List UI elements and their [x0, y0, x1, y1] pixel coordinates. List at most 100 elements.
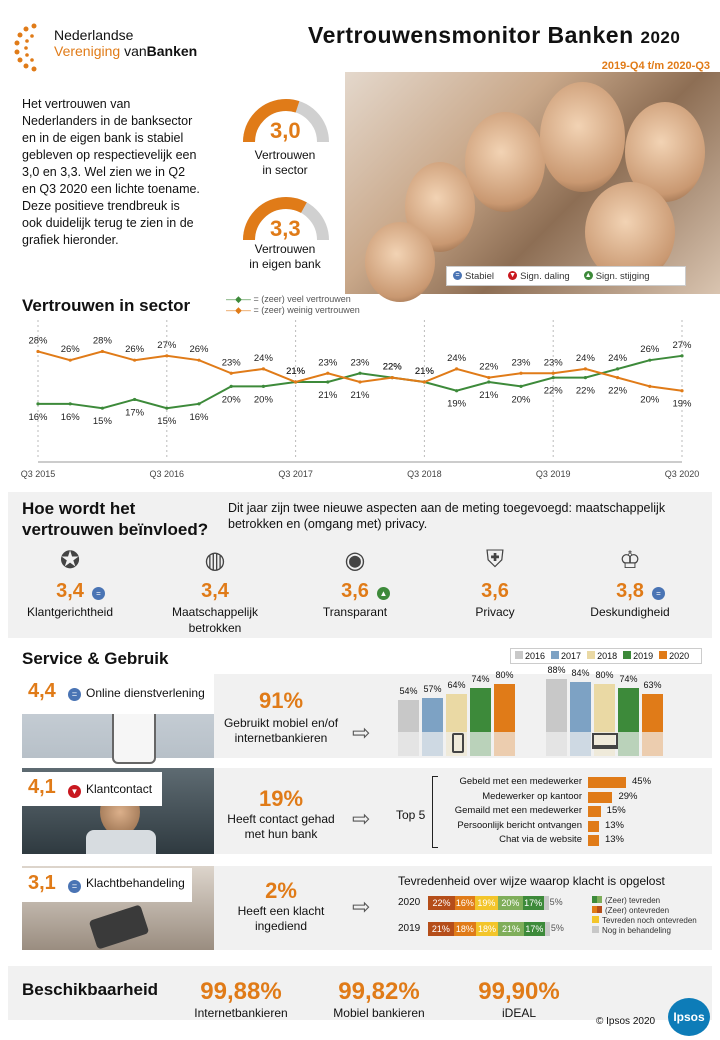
year-legend-2020: 2020 [659, 651, 689, 661]
data-point [680, 389, 684, 393]
bar-label: 63% [643, 680, 662, 691]
legend-up: ▲ Sign. stijging [583, 270, 650, 282]
data-point [551, 371, 555, 375]
data-point [36, 349, 40, 354]
stable-icon: = [68, 688, 81, 701]
online-score: 4,4 [28, 680, 56, 702]
complaint-desc: Heeft een klacht ingediend [237, 904, 325, 933]
data-point [68, 358, 72, 362]
x-tick-label: Q3 2019 [536, 469, 571, 479]
year-legend-2017: 2017 [551, 651, 581, 661]
complaint-segment: 18% [453, 922, 476, 936]
data-label: 27% [672, 340, 692, 351]
influence-label-1: Maatschappelijk betrokken [171, 605, 259, 635]
stable-icon: = [652, 587, 665, 600]
bar-internet-3 [618, 687, 639, 732]
bar-reflection [494, 732, 515, 756]
bar-mobile-4 [494, 684, 515, 732]
data-point [616, 367, 620, 371]
data-label: 21% [286, 366, 306, 377]
data-label: 22% [383, 362, 403, 373]
influence-score-2: 3,6 [341, 580, 369, 602]
influence-score-3: 3,6 [481, 580, 509, 602]
data-label: 21% [350, 390, 370, 401]
availability-title: Beschikbaarheid [22, 980, 159, 999]
data-point [100, 406, 104, 410]
contact-item-bar [588, 820, 599, 832]
influence-label-4: Deskundigheid [590, 605, 670, 619]
bar-label: 84% [571, 667, 590, 678]
data-point [197, 402, 201, 406]
influence-note: Dit jaar zijn twee nieuwe aspecten aan d… [228, 501, 666, 531]
year-legend: 2016 2017 2018 2019 2020 [510, 648, 702, 664]
chart-title: Vertrouwen in sector [22, 296, 191, 315]
data-point [261, 384, 265, 388]
year-legend-2019: 2019 [623, 651, 653, 661]
data-label: 21% [415, 366, 435, 377]
bar-label: 74% [619, 673, 638, 684]
x-tick-label: Q3 2017 [278, 469, 313, 479]
data-point [455, 389, 459, 393]
complaint-score: 3,1 [28, 872, 56, 894]
org-line-2c: Banken [146, 43, 198, 59]
contact-item-value: 13% [604, 834, 624, 845]
data-label: 15% [93, 416, 113, 427]
contact-item-value: 29% [618, 790, 638, 802]
data-point [455, 367, 459, 371]
data-label: 23% [318, 357, 338, 368]
availability-panel [8, 966, 712, 1020]
legend-down: ▼ Sign. daling [508, 270, 570, 282]
data-point [487, 376, 491, 380]
year-legend-2016: 2016 [515, 651, 545, 661]
bar-label: 74% [471, 673, 490, 684]
data-point [648, 358, 652, 362]
data-label: 26% [189, 344, 209, 355]
data-label: 21% [318, 390, 338, 401]
data-label: 22% [383, 362, 403, 373]
data-point [229, 371, 233, 375]
stable-icon: = [453, 271, 462, 281]
people-photo [345, 72, 720, 302]
user-star-icon: ✪ [59, 547, 81, 574]
data-label: 28% [28, 335, 48, 346]
complaint-label: Klachtbehandeling [86, 876, 185, 890]
x-tick-label: Q3 2016 [150, 469, 185, 479]
x-tick-label: Q3 2015 [21, 469, 56, 479]
complaint-segment: 21% [498, 922, 524, 936]
data-label: 23% [511, 357, 531, 368]
data-label: 17% [125, 407, 145, 418]
top5-bracket [432, 776, 438, 848]
contact-item-bar [588, 806, 601, 817]
period-label: 2019-Q4 t/m 2020-Q3 [601, 60, 710, 72]
shield-icon: ⛨ [486, 546, 504, 573]
data-point [326, 371, 330, 375]
bar-label: 57% [423, 683, 442, 694]
bar-label: 54% [399, 685, 418, 696]
mobile-phone-icon [452, 733, 464, 753]
arrow-up-icon: ▲ [377, 587, 390, 600]
data-label: 28% [93, 335, 113, 346]
data-label: 24% [608, 353, 628, 364]
complaint-segment-rest [543, 896, 549, 910]
data-label: 21% [286, 366, 306, 377]
complaint-segment: 16% [455, 896, 475, 910]
data-point [551, 376, 555, 380]
contact-item-label: Gemaild met een medewerker [454, 805, 582, 816]
complaint-segment: 18% [475, 922, 499, 936]
bar-reflection [642, 732, 663, 756]
data-label: 26% [61, 344, 81, 355]
data-label: 22% [544, 386, 564, 397]
influence-score-4: 3,8 [616, 580, 644, 602]
stable-icon: = [68, 880, 81, 893]
arrow-right-icon: ⇨ [352, 894, 371, 919]
data-label: 20% [254, 394, 274, 405]
bar-reflection [594, 732, 615, 756]
contact-label: Klantcontact [86, 782, 153, 796]
x-tick-label: Q3 2018 [407, 469, 442, 479]
contact-item-bar [588, 791, 613, 803]
data-label: 23% [350, 357, 370, 368]
arrow-down-icon: ▼ [508, 271, 518, 281]
data-point [583, 376, 588, 380]
data-point [229, 384, 233, 388]
gauge-own-bank [243, 197, 329, 241]
